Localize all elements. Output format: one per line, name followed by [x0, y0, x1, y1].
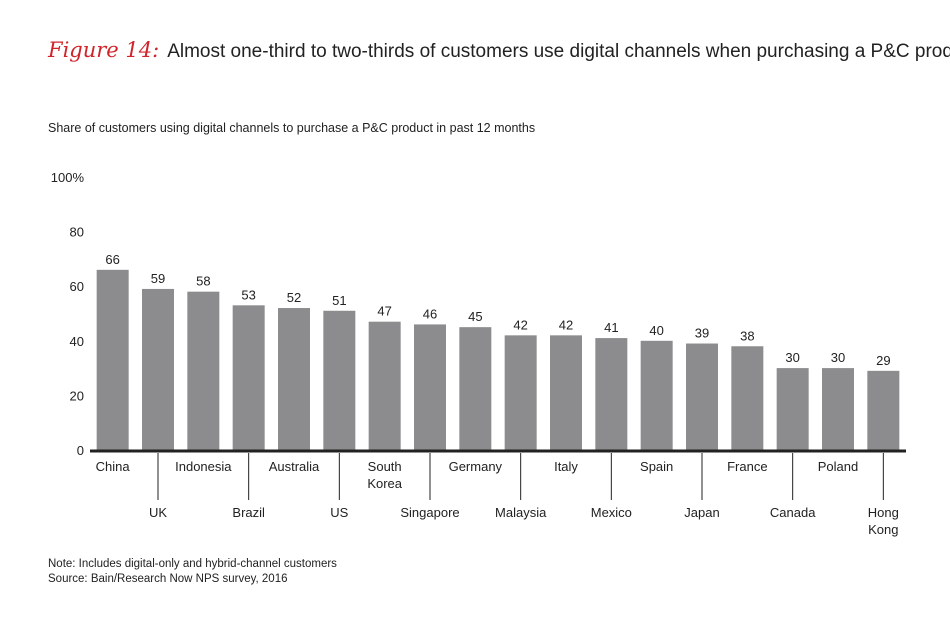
x-category-label: Malaysia [495, 505, 547, 520]
y-tick-label: 80 [70, 225, 84, 240]
bar [142, 288, 174, 450]
x-category-label: Kong [868, 522, 898, 537]
x-category-label: South [368, 459, 402, 474]
bar-value-label: 40 [649, 323, 663, 338]
bar-value-label: 38 [740, 328, 754, 343]
x-category-label: Mexico [591, 505, 632, 520]
bar-value-label: 29 [876, 353, 890, 368]
bar [323, 310, 356, 450]
bar [414, 324, 446, 450]
bar-value-label: 39 [695, 326, 709, 341]
chart-notes: Note: Includes digital-only and hybrid-c… [48, 557, 337, 587]
bar-value-label: 45 [468, 309, 482, 324]
bar-value-label: 30 [831, 350, 845, 365]
source-text: Source: Bain/Research Now NPS survey, 20… [48, 573, 288, 585]
y-tick-label: 60 [70, 279, 84, 294]
bar [504, 335, 537, 450]
x-category-label: Spain [640, 459, 673, 474]
figure-label: Figure 14: [48, 38, 160, 62]
x-category-label: Korea [367, 476, 402, 491]
bar [731, 346, 764, 450]
bar [187, 291, 220, 450]
bar [686, 343, 718, 450]
x-category-label: Poland [818, 459, 858, 474]
y-tick-label: 0 [77, 443, 84, 458]
bar-value-label: 30 [785, 350, 799, 365]
bar-value-label: 51 [332, 293, 346, 308]
bar-value-label: 41 [604, 320, 618, 335]
x-category-label: Germany [449, 459, 503, 474]
bar-value-label: 46 [423, 306, 437, 321]
bar-value-label: 42 [559, 317, 573, 332]
bar-value-label: 66 [105, 252, 119, 267]
x-category-label: Canada [770, 505, 816, 520]
bar [550, 335, 582, 450]
y-tick-label: 40 [70, 334, 84, 349]
bar [232, 305, 265, 450]
bar-value-label: 59 [151, 271, 165, 286]
x-category-label: Japan [684, 505, 719, 520]
x-category-label: France [727, 459, 767, 474]
bar-value-label: 53 [241, 287, 255, 302]
figure-title: Figure 14: Almost one-third to two-thirds… [48, 38, 950, 63]
x-category-label: China [96, 459, 131, 474]
y-tick-label: 20 [70, 388, 84, 403]
bar [96, 269, 129, 450]
bar-value-label: 42 [513, 317, 527, 332]
bar-value-label: 47 [377, 304, 391, 319]
bar [776, 368, 809, 450]
x-category-label: Singapore [400, 505, 459, 520]
x-category-label: Brazil [232, 505, 265, 520]
x-category-label: US [330, 505, 348, 520]
bar [368, 321, 401, 450]
x-category-label: Italy [554, 459, 578, 474]
bar [640, 340, 673, 450]
bar [459, 327, 492, 450]
note-text: Note: Includes digital-only and hybrid-c… [48, 558, 337, 570]
bar [278, 308, 310, 450]
y-tick-label: 100% [51, 170, 85, 185]
chart-subtitle: Share of customers using digital channel… [48, 121, 536, 135]
x-category-label: UK [149, 505, 167, 520]
x-category-label: Indonesia [175, 459, 232, 474]
bar-value-label: 52 [287, 290, 301, 305]
figure-title-text: Almost one-third to two-thirds of custom… [167, 41, 950, 62]
bar [867, 370, 900, 450]
x-category-label: Australia [269, 459, 320, 474]
bar [822, 368, 854, 450]
bar-value-label: 58 [196, 274, 210, 289]
x-category-label: Hong [868, 505, 899, 520]
bar [595, 338, 628, 450]
